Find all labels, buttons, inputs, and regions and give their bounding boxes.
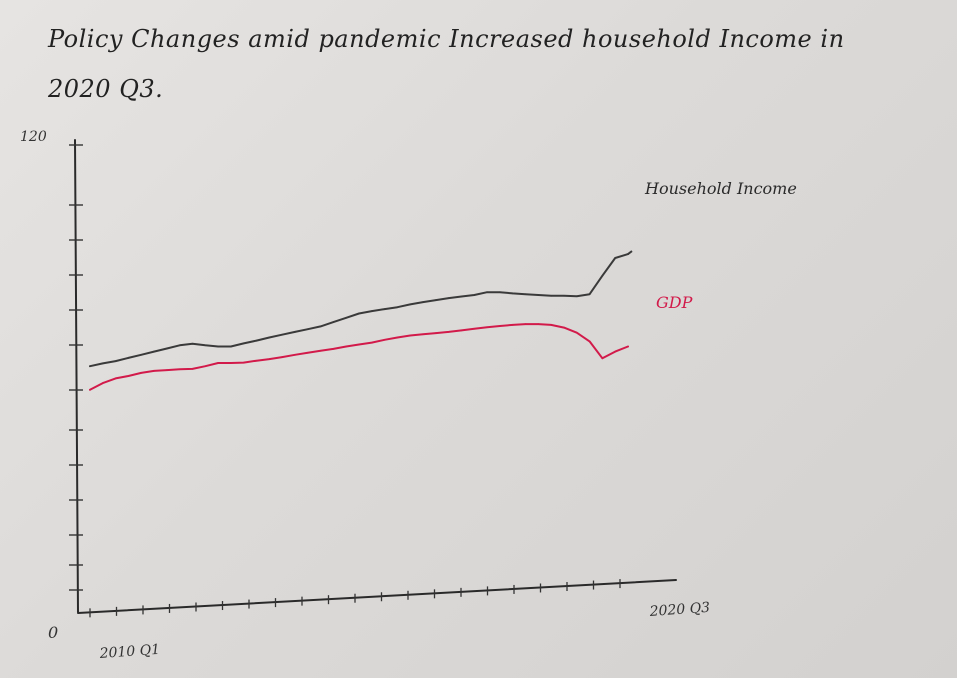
y-tick-label-120: 120 [20,129,47,145]
series-line-gdp [89,323,629,391]
data-point [358,343,360,346]
data-point [422,301,424,303]
data-point [217,362,219,364]
data-point [486,291,488,294]
series-line-household-income [89,253,629,368]
data-point [358,312,360,315]
data-point [319,350,322,352]
data-point [576,295,578,298]
data-point [114,377,117,380]
data-point [268,358,271,360]
data-point [524,323,527,325]
data-point [281,356,283,358]
data-point [511,324,514,326]
data-point [396,306,399,309]
data-point [614,350,616,353]
data-point [435,332,437,334]
data-point [447,297,450,299]
data-point [140,354,142,356]
data-point [166,369,168,371]
data-point [127,357,130,359]
data-point [383,339,386,341]
data-point [204,344,207,347]
data-point [435,299,437,301]
data-point [242,361,245,364]
data-point [307,328,309,331]
data-point [153,350,155,353]
data-point [460,329,463,332]
data-point [191,368,194,370]
data-point [102,382,104,384]
data-point [601,357,604,360]
data-point [230,345,232,348]
data-point [294,354,296,356]
data-point [178,368,181,371]
data-point [102,362,104,365]
data-point [588,340,591,343]
data-point [268,336,271,339]
data-point [511,292,514,295]
data-point [473,294,476,296]
y-tick-label-0: 0 [48,623,58,642]
x-tick-label-end: 2020 Q3 [648,600,711,620]
data-point [217,345,219,348]
data-point [89,389,91,391]
data-point [255,339,258,342]
data-point [332,348,335,350]
data-point [447,331,450,333]
data-point [114,360,117,362]
x-tick-label-start: 2010 Q1 [98,642,160,662]
data-point [563,326,565,329]
data-point [614,257,616,259]
data-point [140,372,142,374]
data-point [588,293,591,296]
data-point [242,342,245,345]
data-point [153,370,155,372]
data-point [371,310,373,312]
data-point [499,325,501,327]
data-point [524,293,527,296]
data-point [473,328,476,330]
data-point [537,294,540,296]
data-point [332,321,335,323]
data-point [294,331,296,333]
data-point [204,365,207,368]
data-point [601,274,604,277]
data-point [127,375,130,377]
household-income-leader-line [627,250,633,255]
data-point [550,295,552,297]
data-point [460,295,463,298]
data-point [576,331,578,334]
data-point [537,323,540,325]
data-point [89,365,91,368]
series-label-household-income: Household Income [644,179,797,198]
series-label-gdp: GDP [656,293,693,312]
data-point [563,295,565,297]
data-point [396,336,399,339]
data-point [178,344,181,347]
data-point [371,341,373,344]
data-point [230,362,232,364]
data-point [191,342,194,345]
y-axis-line [74,139,79,613]
x-axis-line [77,579,677,614]
data-point [345,317,348,319]
data-point [409,303,412,306]
data-point [627,345,629,348]
data-point [166,347,168,350]
data-point [422,333,424,336]
data-point [307,352,309,354]
data-point [383,308,386,310]
data-point [319,325,322,328]
data-point [281,333,283,336]
data-point [550,324,552,326]
chart-title: Policy Changes amid pandemic Increased h… [48,25,845,103]
data-point [255,359,258,362]
data-point [409,334,412,337]
data-point [486,326,488,329]
data-point [499,291,501,294]
data-point [345,345,348,348]
